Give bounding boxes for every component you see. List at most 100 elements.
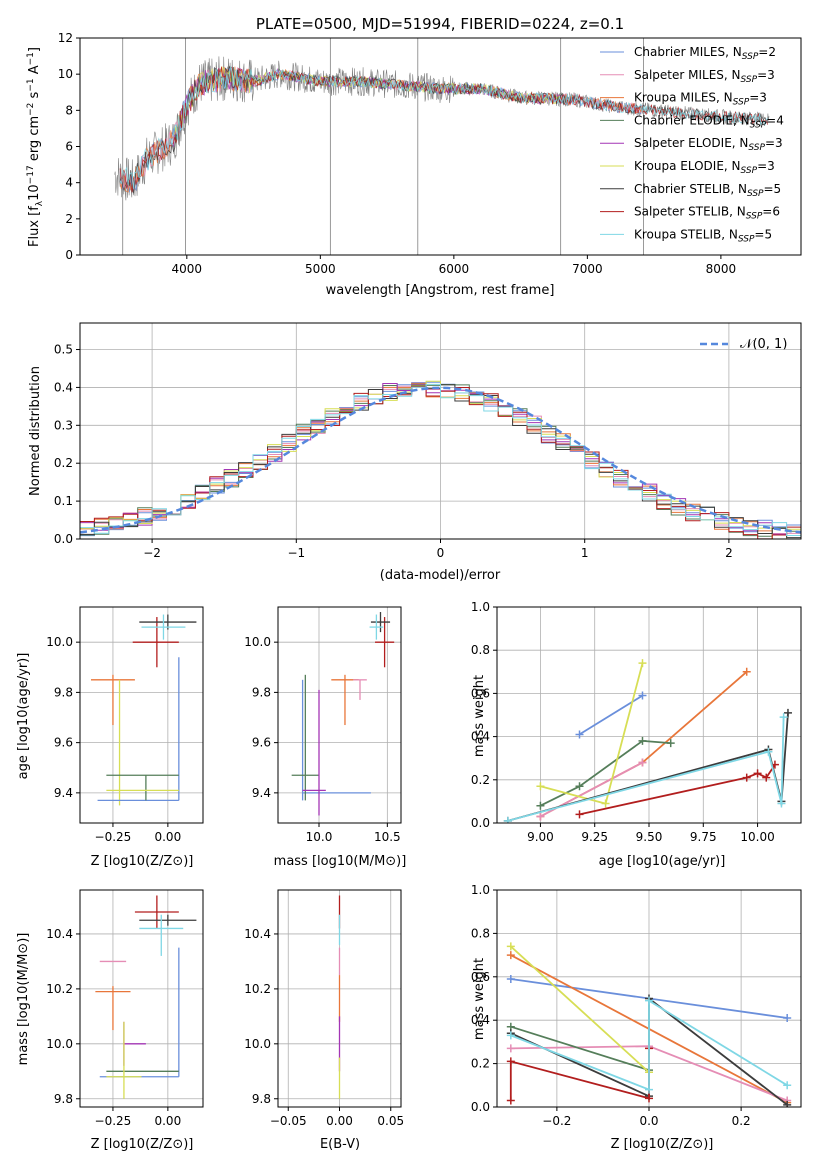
x-tick-label: 7000 <box>572 262 603 276</box>
plus-marker <box>645 996 653 1005</box>
errorbar-point <box>97 657 180 802</box>
y-tick-label: 0.0 <box>54 532 73 546</box>
errorbar-point <box>291 674 319 801</box>
plus-marker <box>638 659 647 668</box>
plus-marker <box>536 812 545 821</box>
plus-marker <box>742 773 751 782</box>
plus-marker <box>783 1100 792 1107</box>
y-tick-label: 10.2 <box>244 982 271 996</box>
mass-weight-line <box>510 1025 650 1071</box>
mass_vs_Z-marks <box>95 895 197 1099</box>
x-tick-label: 10.00 <box>740 830 774 844</box>
mass_vs_EBV-frame: −0.05 0.00 0.05 9.8 10.0 10.2 10.4 <box>244 889 404 1128</box>
plus-marker <box>536 801 545 810</box>
errorbar-point <box>95 986 131 1031</box>
y-tick-label: 0.4 <box>471 1013 490 1027</box>
errorbar-point <box>139 914 197 926</box>
mass-weight-line <box>509 1048 650 1101</box>
residual-histogram <box>80 383 801 536</box>
plus-marker <box>506 942 515 951</box>
mass-vs-ebv-xlabel: E(B-V) <box>320 1137 360 1152</box>
x-tick-label: −2 <box>143 546 161 560</box>
x-tick-label: 0.00 <box>326 1114 353 1128</box>
age-vs-z-xlabel: Z [log10(Z/Z⊙)] <box>91 854 194 869</box>
legend-entry: Salpeter STELIB, NSSP=6 <box>634 205 780 222</box>
x-tick-label: 2 <box>725 546 733 560</box>
y-tick-label: 0 <box>65 248 73 262</box>
errorbar-point <box>331 674 359 726</box>
legend-entry: Salpeter ELODIE, NSSP=3 <box>634 136 783 153</box>
plus-marker <box>506 1057 515 1066</box>
y-tick-label: 8 <box>65 103 73 117</box>
errorbar-point <box>369 614 384 640</box>
x-tick-label: 0.05 <box>377 1114 404 1128</box>
plus-marker <box>742 667 751 676</box>
y-tick-label: 10.4 <box>46 927 73 941</box>
y-tick-label: 12 <box>58 31 73 45</box>
age_vs_mass-axes <box>278 607 401 823</box>
plus-marker <box>506 1096 515 1105</box>
mass-weight-line <box>510 999 788 1091</box>
x-tick-label: 8000 <box>706 262 737 276</box>
residuals-xlabel: (data-model)/error <box>380 568 501 583</box>
errorbar-point <box>99 947 180 1078</box>
plus-marker <box>645 1085 653 1094</box>
plus-marker <box>779 713 788 722</box>
y-tick-label: 0.1 <box>54 494 73 508</box>
axes-frame <box>79 889 204 1108</box>
spectrum-marks <box>114 38 770 255</box>
y-tick-label: 0.2 <box>54 456 73 470</box>
x-tick-label: 4000 <box>172 262 203 276</box>
x-tick-label: −0.25 <box>95 1114 132 1128</box>
errorbar-point <box>375 617 395 668</box>
y-tick-label: 0.5 <box>54 343 73 357</box>
plus-marker <box>506 951 515 960</box>
plus-marker <box>645 1094 653 1103</box>
y-tick-label: 10.0 <box>46 635 73 649</box>
residuals-legend-label: 𝒩(0, 1) <box>740 337 787 352</box>
age-vs-mass-xlabel: mass [log10(M/M⊙)] <box>274 854 407 869</box>
x-tick-label: 0.00 <box>154 830 181 844</box>
legend-entry: Kroupa STELIB, NSSP=5 <box>634 227 772 244</box>
errorbar-point <box>106 774 179 801</box>
y-tick-label: 10 <box>58 67 73 81</box>
age-vs-z-ylabel: age [log10(age/yr)] <box>16 653 31 780</box>
y-tick-label: 0.8 <box>471 643 490 657</box>
plus-marker <box>638 758 647 767</box>
y-tick-label: 10.2 <box>46 982 73 996</box>
y-tick-label: 0.6 <box>471 686 490 700</box>
massweight-age-xlabel: age [log10(age/yr)] <box>599 854 726 869</box>
massweight-z-xlabel: Z [log10(Z/Z⊙)] <box>611 1137 714 1152</box>
plus-marker <box>783 1081 792 1090</box>
errorbar-point <box>90 674 135 726</box>
x-tick-label: −0.2 <box>542 1114 571 1128</box>
spectrum-title: PLATE=0500, MJD=51994, FIBERID=0224, z=0… <box>256 15 624 33</box>
age_vs_Z-frame: −0.25 0.00 9.4 9.6 9.8 10.0 <box>46 606 204 844</box>
massweight-z-ylabel: mass weight <box>472 958 487 1040</box>
errorbar-point <box>301 679 371 801</box>
model-spectrum-line <box>119 65 768 194</box>
residuals-marks <box>80 380 801 539</box>
plus-marker <box>666 739 675 748</box>
y-tick-label: 9.8 <box>54 685 73 699</box>
mass-vs-z-ylabel: mass [log10(M/M⊙)] <box>16 933 31 1066</box>
y-tick-label: 0.4 <box>471 730 490 744</box>
massweight_vs_age-axes <box>497 606 801 824</box>
y-tick-label: 10.0 <box>46 1037 73 1051</box>
spectrum-xlabel: wavelength [Angstrom, rest frame] <box>326 283 555 298</box>
x-tick-label: 0.2 <box>732 1114 751 1128</box>
y-tick-label: 10.0 <box>244 635 271 649</box>
plus-marker <box>601 799 610 808</box>
y-tick-label: 9.4 <box>54 786 73 800</box>
x-tick-label: 6000 <box>439 262 470 276</box>
massweight-age-ylabel: mass weight <box>472 675 487 757</box>
x-tick-label: 9.75 <box>690 830 717 844</box>
errorbar-point <box>141 614 186 640</box>
plus-marker <box>783 1014 792 1023</box>
errorbar-point <box>123 1021 146 1066</box>
errorbar-point <box>139 914 184 956</box>
y-tick-label: 1.0 <box>471 600 490 614</box>
errorbar-point <box>134 895 179 929</box>
plus-marker <box>575 810 584 819</box>
